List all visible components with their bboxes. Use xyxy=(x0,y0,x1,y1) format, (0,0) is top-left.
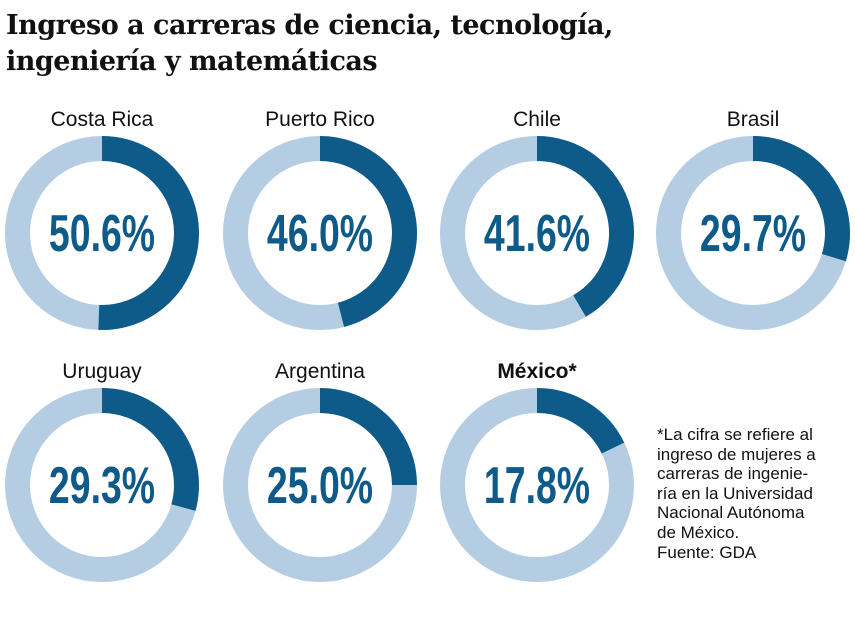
value-label-group: 41.6% xyxy=(484,204,590,263)
value-label: 46.0% xyxy=(267,204,373,263)
footnote-line: ría en la Universidad xyxy=(657,483,813,503)
donut-slice xyxy=(98,136,199,330)
category-label: México* xyxy=(497,360,577,383)
footnote-line: de México. xyxy=(657,522,740,542)
donut-slice xyxy=(536,388,625,454)
value-label-group: 46.0% xyxy=(267,204,373,263)
donut-slice xyxy=(319,136,417,327)
category-label: Brasil xyxy=(727,108,780,131)
footnote-line: ingreso de mujeres a xyxy=(657,444,816,464)
source: Fuente: GDA xyxy=(657,542,757,562)
value-label: 17.8% xyxy=(484,456,590,515)
title-line: Ingreso a carreras de ciencia, tecnologí… xyxy=(6,10,613,41)
value-label: 25.0% xyxy=(267,456,373,515)
chart-title: Ingreso a carreras de ciencia, tecnologí… xyxy=(6,8,613,80)
footnote-line: carreras de ingenie- xyxy=(657,464,809,484)
value-label-group: 25.0% xyxy=(267,456,373,515)
donut-slice xyxy=(536,136,634,317)
value-label: 29.7% xyxy=(700,204,806,263)
category-label: Puerto Rico xyxy=(265,108,375,131)
value-label-group: 29.3% xyxy=(49,456,155,515)
footnote-line: *La cifra se refiere al xyxy=(657,425,813,444)
donut-slice xyxy=(101,388,199,511)
title-line: ingeniería y matemáticas xyxy=(6,46,378,77)
donut-slice xyxy=(319,388,417,486)
category-label: Uruguay xyxy=(62,360,142,383)
footnote-line: Nacional Autónoma xyxy=(657,503,805,523)
value-label: 41.6% xyxy=(484,204,590,263)
category-label: Costa Rica xyxy=(51,108,154,131)
category-label: Chile xyxy=(513,108,561,131)
value-label: 50.6% xyxy=(49,204,155,263)
footnote: *La cifra se refiere al ingreso de mujer… xyxy=(657,425,816,562)
value-label-group: 50.6% xyxy=(49,204,155,263)
value-label: 29.3% xyxy=(49,456,155,515)
value-label-group: 29.7% xyxy=(700,204,806,263)
category-label: Argentina xyxy=(275,360,365,383)
donut-slice xyxy=(752,136,850,262)
value-label-group: 17.8% xyxy=(484,456,590,515)
